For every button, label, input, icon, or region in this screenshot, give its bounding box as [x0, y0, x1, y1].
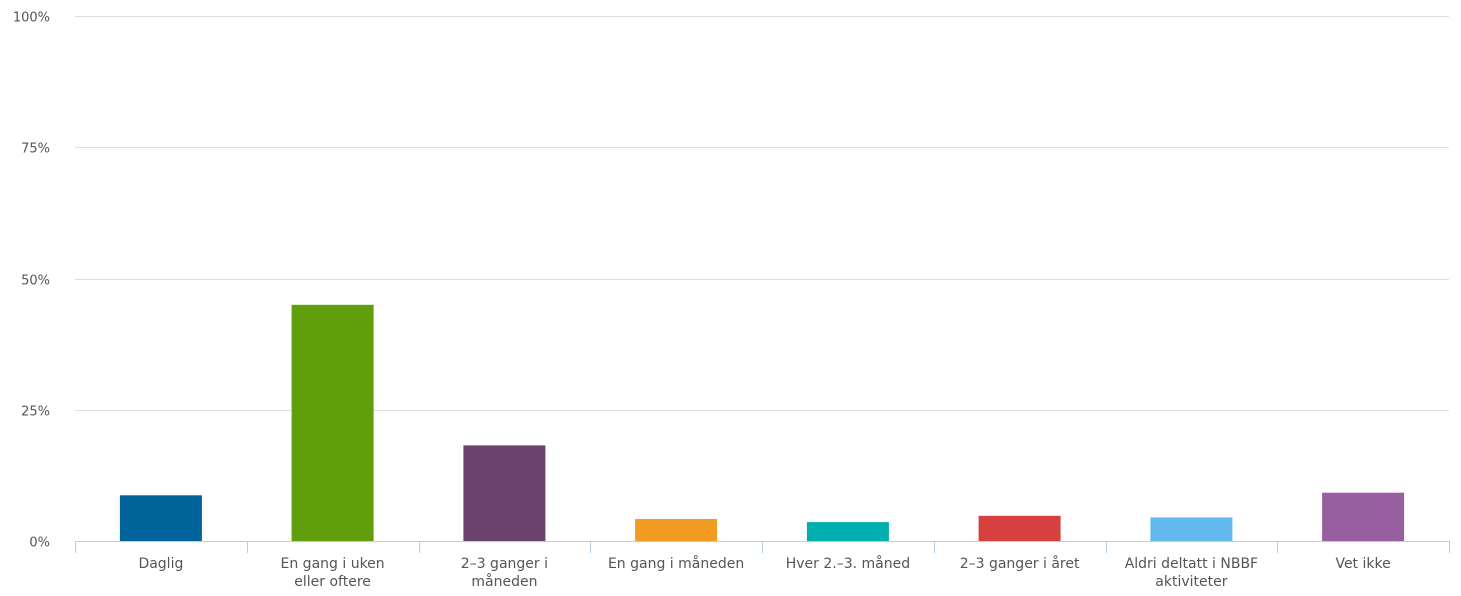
y-tick-label: 0%: [29, 536, 50, 551]
x-tick-label-line: 2–3 ganger i året: [960, 555, 1080, 572]
bar: [635, 519, 718, 541]
x-tick-label: Daglig: [138, 556, 183, 572]
y-tick-label: 50%: [21, 274, 50, 289]
bars: [119, 304, 1405, 542]
x-tick-label-line: Daglig: [138, 556, 183, 572]
x-tick-label-line: Aldri deltatt i NBBF: [1125, 556, 1258, 572]
bar: [291, 304, 374, 542]
x-tick-label: 2–3 ganger i måneden: [461, 556, 548, 590]
bar: [1322, 492, 1405, 541]
x-tick-label: En gang i uken eller oftere: [281, 556, 385, 590]
y-axis: 0% 25% 50% 75% 100%: [13, 11, 50, 551]
x-tick-label-line: En gang i uken: [281, 556, 385, 572]
y-tick-label: 75%: [21, 142, 50, 157]
bar: [463, 445, 546, 541]
x-tick-label-line: Hver 2.–3. måned: [786, 555, 910, 572]
x-tick-label: Vet ikke: [1335, 556, 1390, 572]
gridlines: [75, 16, 1449, 411]
y-tick-label: 100%: [13, 11, 50, 26]
x-tick-label-line: måneden: [471, 573, 537, 590]
bar: [806, 522, 889, 541]
x-tick-label-line: Vet ikke: [1335, 556, 1390, 572]
x-tick-label-line: 2–3 ganger i: [461, 556, 548, 572]
bar: [119, 495, 202, 541]
x-axis: Daglig En gang i uken eller oftere 2–3 gang…: [75, 541, 1450, 590]
y-tick-label: 25%: [21, 405, 50, 420]
x-tick-label: En gang i måneden: [608, 555, 744, 572]
x-tick-label-line: En gang i måneden: [608, 555, 744, 572]
x-tick-label: Hver 2.–3. måned: [786, 555, 910, 572]
x-tick-label-line: aktiviteter: [1155, 574, 1227, 590]
bar: [1150, 517, 1233, 541]
x-tick-label: Aldri deltatt i NBBF aktiviteter: [1125, 556, 1258, 590]
x-tick-label-line: eller oftere: [294, 574, 371, 590]
bar: [978, 515, 1061, 541]
x-tick-label: 2–3 ganger i året: [960, 555, 1080, 572]
